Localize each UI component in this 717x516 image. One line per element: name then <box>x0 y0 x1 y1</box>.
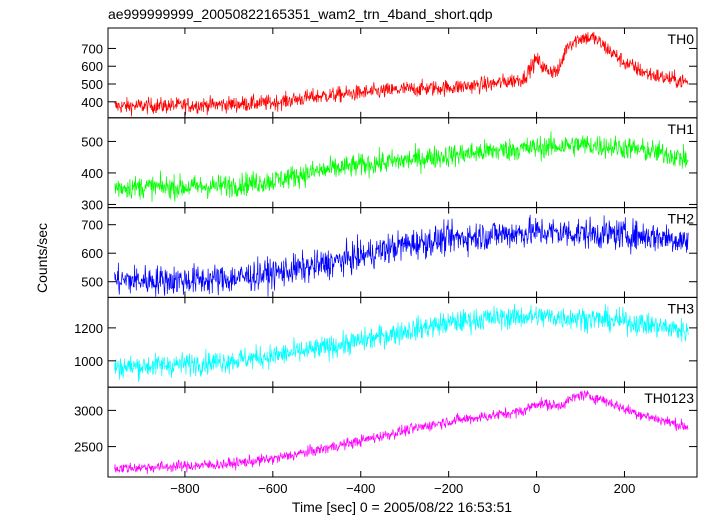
series-line-th3 <box>114 303 689 383</box>
panel-label-th3: TH3 <box>668 300 695 316</box>
y-tick-label: 2500 <box>74 440 103 455</box>
panel-label-th2: TH2 <box>668 211 695 227</box>
x-tick-label: 200 <box>614 481 636 496</box>
panel-label-th0: TH0 <box>668 31 695 47</box>
series-line-th0123 <box>114 389 689 475</box>
panel-frame-th2 <box>107 207 698 298</box>
x-tick-label: −800 <box>170 481 199 496</box>
y-tick-label: 1000 <box>74 354 103 369</box>
y-tick-label: 400 <box>81 95 103 110</box>
y-tick-label: 400 <box>81 166 103 181</box>
panel-frame-th0123 <box>107 386 698 478</box>
series-line-th1 <box>114 131 689 203</box>
y-axis-label: Counts/sec <box>34 223 50 293</box>
y-tick-label: 700 <box>81 41 103 56</box>
y-tick-label: 500 <box>81 134 103 149</box>
y-tick-label: 700 <box>81 218 103 233</box>
x-tick-label: −400 <box>346 481 375 496</box>
x-axis-label: Time [sec] 0 = 2005/08/22 16:53:51 <box>292 499 512 515</box>
x-tick-label: 0 <box>533 481 540 496</box>
y-tick-label: 600 <box>81 246 103 261</box>
x-tick-label: −200 <box>434 481 463 496</box>
panels-group: 400 500 600 700 TH0 300 400 500 TH1 500 600 700 TH2 1… <box>74 27 698 496</box>
y-tick-label: 300 <box>81 197 103 212</box>
panel-label-th0123: TH0123 <box>644 390 694 406</box>
series-line-th2 <box>114 214 689 297</box>
y-tick-label: 500 <box>81 77 103 92</box>
y-tick-label: 600 <box>81 59 103 74</box>
x-tick-label: −600 <box>258 481 287 496</box>
y-tick-label: 1200 <box>74 321 103 336</box>
series-line-th0 <box>114 31 689 117</box>
chart-title: ae999999999_20050822165351_wam2_trn_4ban… <box>108 6 493 22</box>
y-tick-label: 500 <box>81 275 103 290</box>
panel-label-th1: TH1 <box>668 121 695 137</box>
panel-frame-th3 <box>107 296 698 388</box>
y-tick-label: 3000 <box>74 403 103 418</box>
